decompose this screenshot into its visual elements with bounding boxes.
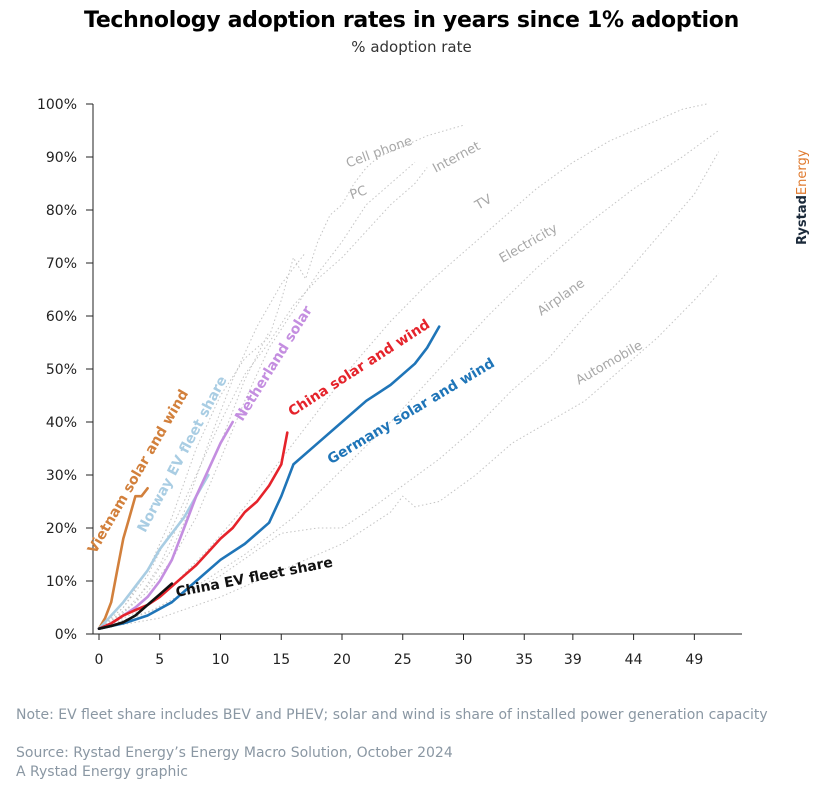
series-line (97, 325, 441, 631)
chart-subtitle: % adoption rate (351, 38, 472, 56)
y-tick-label: 80% (46, 203, 77, 219)
reference-line-label: Electricity (497, 221, 561, 266)
y-tick-label: 30% (46, 468, 77, 484)
reference-line (98, 130, 719, 630)
y-tick-label: 50% (46, 362, 77, 378)
series-line (97, 473, 210, 631)
reference-line (98, 103, 707, 630)
reference-line-label: Cell phone (344, 134, 414, 172)
reference-line-label: TV (472, 192, 495, 214)
chart-title: Technology adoption rates in years since… (84, 8, 739, 33)
x-tick-label: 15 (272, 652, 290, 668)
reference-lines (98, 103, 720, 630)
y-tick-label: 40% (46, 415, 77, 431)
highlighted-series (97, 325, 441, 631)
reference-line (98, 161, 416, 630)
footnote: Note: EV fleet share includes BEV and PH… (16, 707, 768, 723)
x-tick-label: 35 (515, 652, 533, 668)
reference-line-label: Internet (430, 139, 483, 176)
svg-text:RystadEnergy: RystadEnergy (795, 149, 810, 245)
y-tick-label: 70% (46, 256, 77, 272)
logo-part-rystad: Rystad (795, 195, 810, 245)
x-tick-label: 39 (564, 652, 582, 668)
adoption-line-chart: 0% 10% 20% 30% 40% 50% 60% 70% 80% 90% 100% 0 5 10 15 2… (37, 97, 742, 668)
x-tick-label: 5 (155, 652, 164, 668)
source-line: Source: Rystad Energy’s Energy Macro Sol… (16, 745, 453, 761)
reference-line-label: Automobile (573, 338, 645, 388)
y-tick-label: 0% (55, 627, 77, 643)
logo-part-energy: Energy (795, 149, 810, 195)
reference-line (98, 124, 464, 630)
x-tick-label: 0 (95, 652, 104, 668)
series-line (97, 420, 234, 631)
reference-line-label: Airplane (535, 276, 588, 319)
x-tick-label: 44 (625, 652, 643, 668)
reference-line (98, 151, 720, 630)
credit-line: A Rystad Energy graphic (16, 764, 189, 780)
y-tick-label: 100% (37, 97, 77, 113)
rystad-energy-logo: RystadEnergy (795, 149, 810, 245)
reference-line (98, 167, 428, 630)
series-line (97, 431, 289, 631)
reference-line-label: PC (348, 183, 369, 203)
chart-axes: 0% 10% 20% 30% 40% 50% 60% 70% 80% 90% 100% 0 5 10 15 2… (37, 97, 742, 668)
y-tick-label: 90% (46, 150, 77, 166)
x-tick-label: 10 (212, 652, 230, 668)
y-tick-label: 60% (46, 309, 77, 325)
x-tick-label: 30 (455, 652, 473, 668)
series-line (97, 582, 174, 631)
reference-line (98, 252, 306, 630)
x-tick-label: 49 (685, 652, 703, 668)
y-tick-label: 20% (46, 521, 77, 537)
x-tick-label: 20 (333, 652, 351, 668)
series-line (97, 486, 149, 631)
x-tick-label: 25 (394, 652, 412, 668)
y-tick-label: 10% (46, 574, 77, 590)
